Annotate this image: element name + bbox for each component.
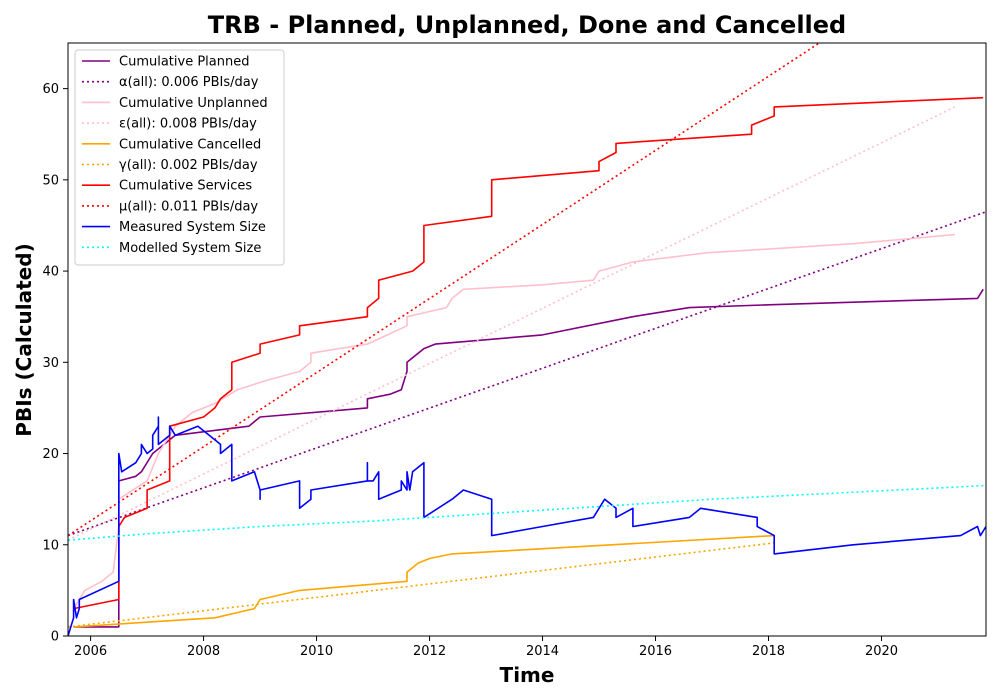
x-tick-label: 2008 [187, 644, 220, 659]
series-line-all-0-002-pbis-day [68, 542, 775, 628]
legend: Cumulative Planned α(all): 0.006 PBIs/day… [74, 49, 285, 266]
legend-label-all-0-006-pbis-day: α(all): 0.006 PBIs/day [119, 75, 259, 90]
legend-label-cumulative-unplanned: Cumulative Unplanned [119, 96, 268, 111]
x-tick-label: 2012 [413, 644, 446, 659]
series-line-cumulative-cancelled [73, 534, 775, 628]
y-tick-label: 30 [42, 356, 59, 371]
y-tick-label: 50 [42, 173, 59, 188]
legend-label-cumulative-planned: Cumulative Planned [119, 55, 249, 70]
series-line-all-0-006-pbis-day [68, 211, 986, 537]
legend-label-modelled-system-size: Modelled System Size [119, 241, 261, 256]
legend-box [74, 49, 285, 266]
x-tick-label: 2016 [639, 644, 672, 659]
legend-label-all-0-008-pbis-day: ε(all): 0.008 PBIs/day [119, 117, 257, 132]
series-layer [68, 43, 986, 636]
y-ticks: 0 10 20 30 40 50 60 [42, 82, 68, 645]
y-tick-label: 0 [51, 630, 59, 645]
x-tick-label: 2018 [752, 644, 785, 659]
y-tick-label: 10 [42, 538, 59, 553]
series-line-cumulative-planned [73, 288, 984, 628]
x-tick-label: 2006 [74, 644, 107, 659]
legend-label-cumulative-cancelled: Cumulative Cancelled [119, 137, 261, 152]
x-tick-label: 2014 [526, 644, 559, 659]
series-line-measured-system-size [68, 416, 986, 636]
y-tick-label: 60 [42, 82, 59, 97]
legend-label-cumulative-services: Cumulative Services [119, 179, 252, 194]
x-tick-label: 2020 [865, 644, 898, 659]
chart-title: TRB - Planned, Unplanned, Done and Cance… [208, 11, 846, 39]
plot-frame [67, 42, 987, 637]
x-axis-title: Time [500, 663, 555, 687]
series-line-cumulative-services [73, 96, 984, 610]
legend-label-measured-system-size: Measured System Size [119, 220, 266, 235]
y-tick-label: 40 [42, 265, 59, 280]
x-ticks: 2006 2008 2010 2012 2014 2016 2018 2020 [74, 636, 898, 659]
legend-label-all-0-011-pbis-day: μ(all): 0.011 PBIs/day [119, 199, 258, 214]
y-tick-label: 20 [42, 447, 59, 462]
y-axis-title: PBIs (Calculated) [12, 243, 36, 436]
x-tick-label: 2010 [300, 644, 333, 659]
legend-label-all-0-002-pbis-day: γ(all): 0.002 PBIs/day [119, 158, 258, 173]
series-line-modelled-system-size [68, 484, 986, 541]
